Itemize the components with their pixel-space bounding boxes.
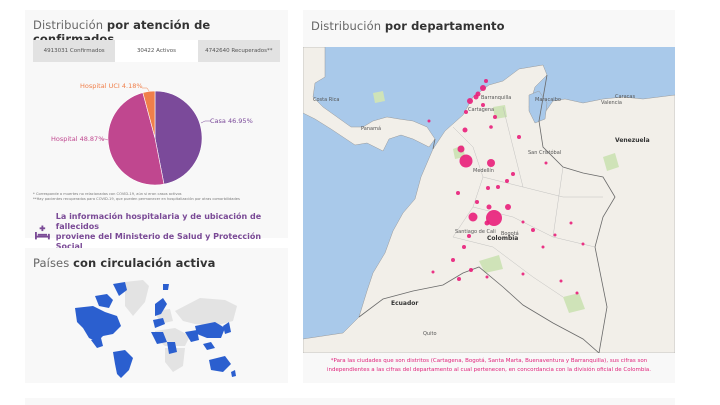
map-label-cartagena: Cartagena bbox=[468, 107, 495, 113]
hospital-bed-icon bbox=[35, 225, 50, 240]
colombia-map[interactable]: Barranquilla Cartagena Maracaibo Caracas… bbox=[303, 47, 675, 353]
map-label-costa-rica: Costa Rica bbox=[313, 97, 340, 103]
pie-label-hospital: Hospital 48.87% bbox=[51, 135, 105, 143]
districts-note-line-2: independientes a las cifras del departam… bbox=[327, 367, 651, 373]
map-label-medellin: Medellín bbox=[473, 168, 494, 174]
map-label-caracas: Caracas bbox=[615, 94, 636, 100]
pie-label-hospital-uci: Hospital UCI 4.18% bbox=[80, 82, 143, 90]
countries-card-title: Países con circulación activa bbox=[33, 256, 215, 270]
title-thin: Distribución bbox=[311, 19, 382, 33]
case-bubbles bbox=[427, 79, 585, 295]
pie-slice-casa[interactable] bbox=[154, 90, 203, 185]
districts-note-line-1: *Para las ciudades que son distritos (Ca… bbox=[330, 358, 648, 364]
pie-label-casa: Casa 46.95% bbox=[210, 117, 253, 125]
ministry-info: La información hospitalaria y de ubicaci… bbox=[35, 212, 288, 252]
pie-svg bbox=[101, 87, 211, 186]
map-label-ecuador: Ecuador bbox=[391, 300, 419, 307]
attention-tabs: 4913031 Confirmados 30422 Activos 474264… bbox=[33, 40, 280, 62]
footnote-1: * Corresponde a muertes no relacionadas … bbox=[33, 192, 182, 196]
tab-activos[interactable]: 30422 Activos bbox=[115, 40, 198, 62]
map-label-panama: Panamá bbox=[361, 126, 382, 132]
pie-slice-hospital-uci[interactable] bbox=[142, 90, 156, 139]
map-label-quito: Quito bbox=[423, 331, 437, 337]
map-label-colombia: Colombia bbox=[487, 235, 519, 242]
map-label-valencia: Valencia bbox=[601, 100, 622, 106]
world-map[interactable] bbox=[25, 276, 288, 381]
tab-recuperados[interactable]: 4742640 Recuperados** bbox=[197, 40, 280, 62]
title-bold: por departamento bbox=[384, 19, 505, 33]
next-section-bar bbox=[25, 398, 675, 405]
map-label-venezuela: Venezuela bbox=[615, 137, 650, 144]
pie-slice-hospital[interactable] bbox=[107, 92, 165, 186]
attention-pie-chart: Casa 46.95% Hospital 48.87% Hospital UCI… bbox=[25, 68, 288, 196]
ministry-info-text: La información hospitalaria y de ubicaci… bbox=[56, 212, 288, 252]
info-line-1: La información hospitalaria y de ubicaci… bbox=[55, 212, 262, 231]
title-bold: con circulación activa bbox=[73, 256, 216, 270]
map-label-san-cristobal: San Cristóbal bbox=[528, 150, 562, 156]
districts-note: *Para las ciudades que son distritos (Ca… bbox=[303, 357, 675, 375]
info-line-2: proviene del Ministerio de Salud y Prote… bbox=[55, 232, 262, 251]
footnote-2: **Hay pacientes recuperados para COVID-1… bbox=[33, 197, 240, 201]
title-thin: Distribución bbox=[33, 18, 104, 32]
title-thin: Países bbox=[33, 256, 70, 270]
department-distribution-card: Distribución por departamento bbox=[303, 10, 675, 383]
footnotes: * Corresponde a muertes no relacionadas … bbox=[33, 192, 240, 202]
attention-distribution-card: Distribución por atención de confirmados… bbox=[25, 10, 288, 251]
countries-active-card: Países con circulación activa bbox=[25, 248, 288, 383]
tab-confirmados[interactable]: 4913031 Confirmados bbox=[33, 40, 116, 62]
map-label-barranquilla: Barranquilla bbox=[481, 95, 512, 101]
map-label-cali: Santiago de Cali bbox=[455, 229, 496, 235]
dept-card-title: Distribución por departamento bbox=[311, 19, 505, 33]
map-label-maracaibo: Maracaibo bbox=[535, 97, 561, 103]
map-label-bogota: Bogotá bbox=[501, 231, 519, 237]
